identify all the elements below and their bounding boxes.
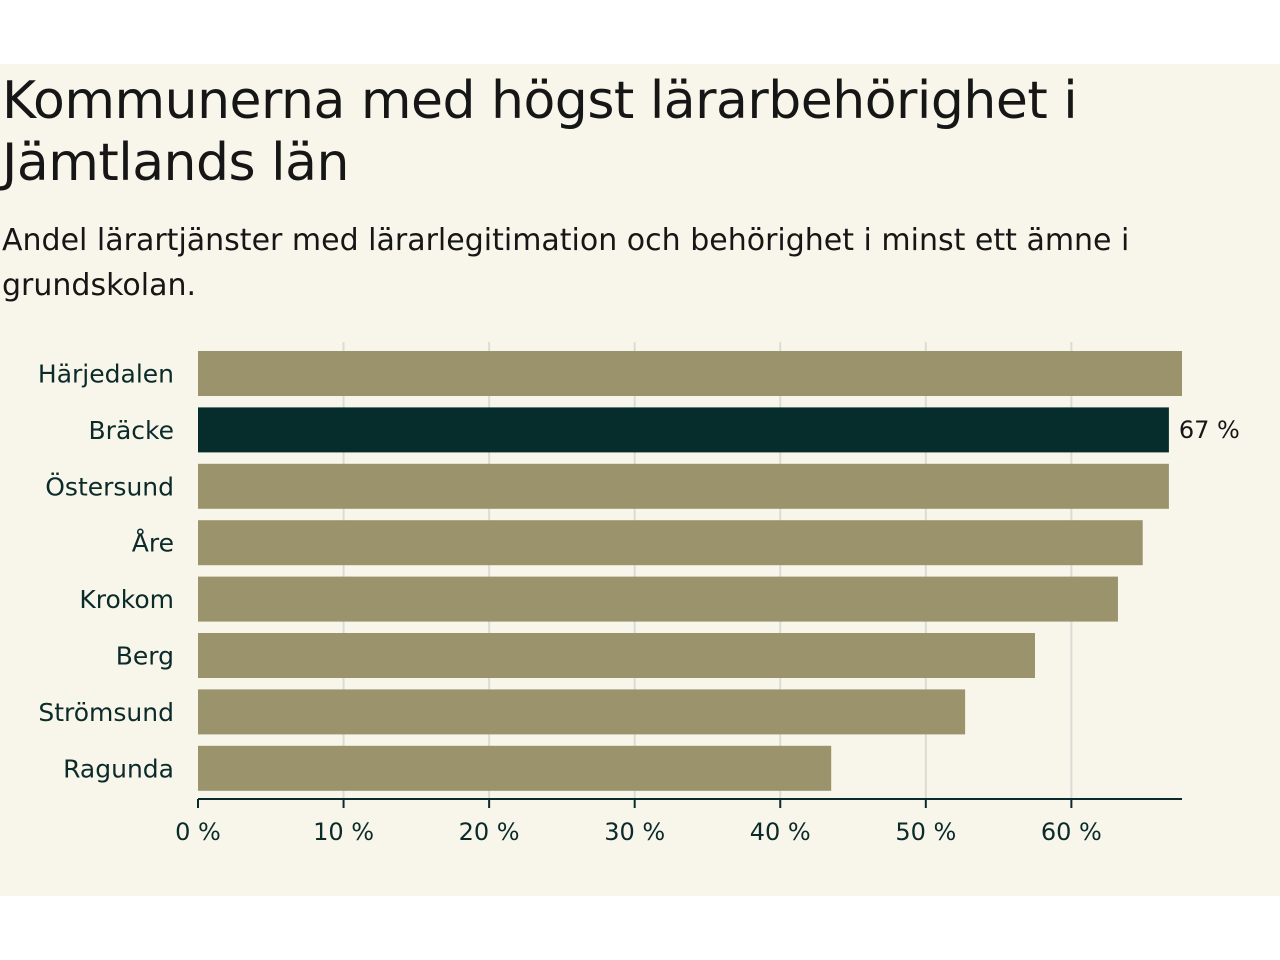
bar [198,351,1182,396]
x-tick-label: 20 % [459,818,520,846]
bar [198,576,1118,622]
chart-title: Kommunerna med högst lärarbehörighet i J… [2,71,1078,193]
bar [198,520,1143,566]
category-label: Östersund [45,472,174,501]
bar [198,407,1169,453]
category-label: Bräcke [89,416,174,445]
x-tick-label: 10 % [313,818,374,846]
category-label: Krokom [79,585,174,614]
bar [198,745,832,791]
x-tick-label: 60 % [1041,818,1102,846]
bar [198,689,966,735]
category-label: Berg [116,642,174,671]
x-tick-label: 40 % [750,818,811,846]
x-tick-label: 50 % [895,818,956,846]
category-label: Ragunda [63,754,174,783]
bar [198,463,1169,509]
bar [198,633,1035,678]
data-label: 67 % [1179,416,1240,444]
x-tick-label: 0 % [175,818,221,846]
category-label: Åre [132,529,174,558]
category-label: Härjedalen [38,360,174,389]
x-tick-label: 30 % [604,818,665,846]
chart-subtitle: Andel lärartjänster med lärarlegitimatio… [2,223,1130,303]
category-label: Strömsund [38,698,174,727]
